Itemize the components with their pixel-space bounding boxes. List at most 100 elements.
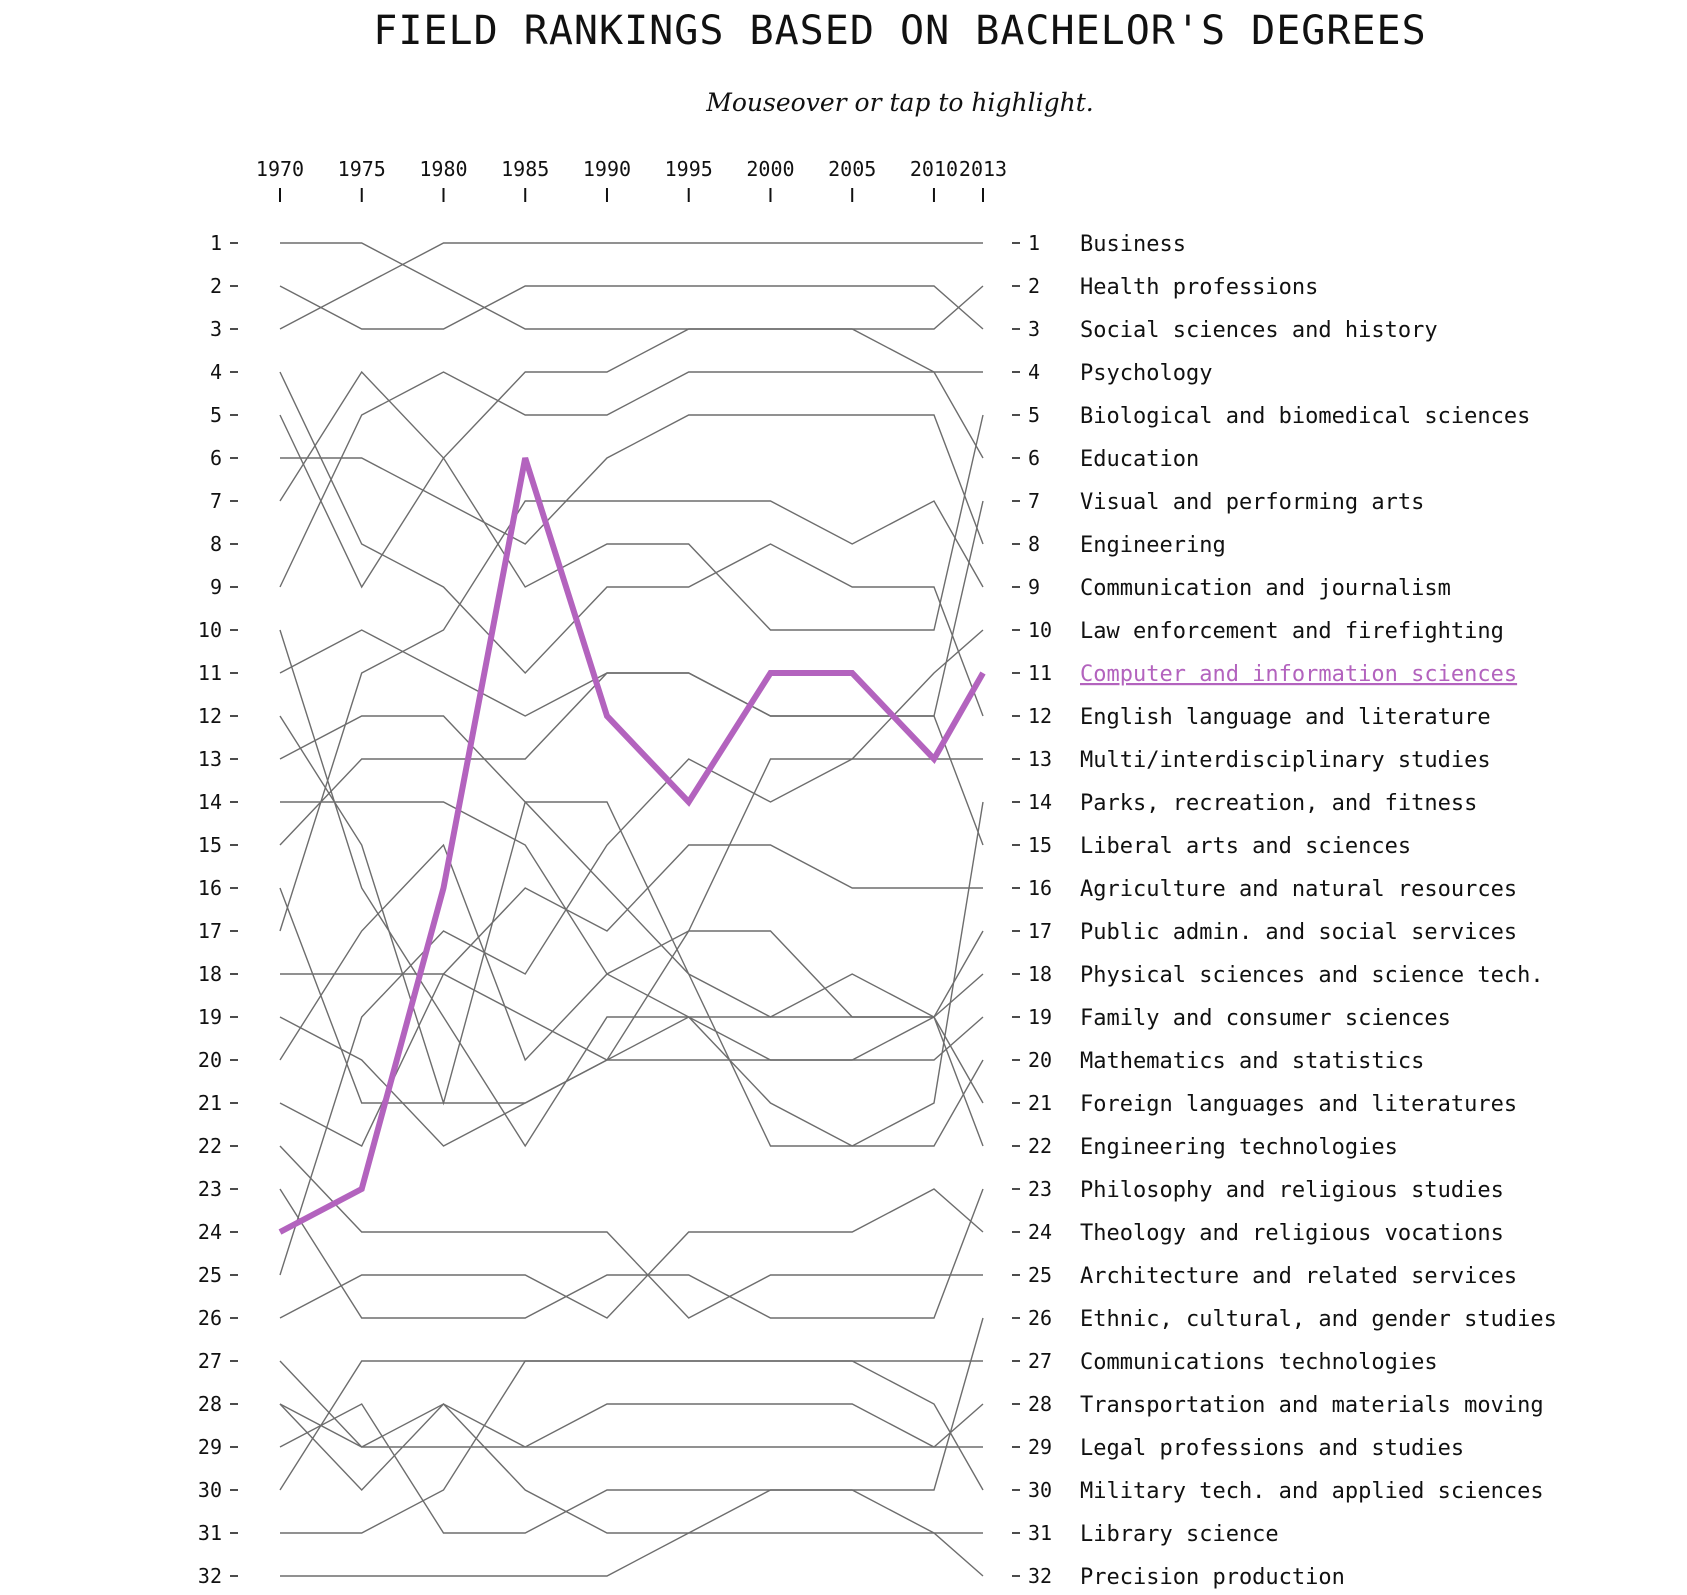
y-tick-label-right: 6 — [1028, 446, 1040, 470]
y-tick-label-right: 3 — [1028, 317, 1040, 341]
series-line[interactable] — [279, 1145, 983, 1319]
x-tick-label: 2005 — [828, 157, 876, 181]
series-line[interactable] — [280, 801, 984, 1018]
series-line[interactable] — [280, 414, 984, 545]
series-label[interactable]: Philosophy and religious studies — [1080, 1178, 1504, 1203]
x-tick-label: 1985 — [501, 157, 549, 181]
series-line[interactable] — [279, 1360, 983, 1448]
y-tick-label-left: 11 — [198, 661, 222, 685]
series-line[interactable] — [279, 370, 984, 631]
series-line[interactable] — [280, 1489, 984, 1577]
y-tick-label-left: 15 — [198, 833, 222, 857]
series-label[interactable]: Liberal arts and sciences — [1080, 834, 1411, 859]
series-labels: Business Health professions Social science… — [1080, 232, 1557, 1590]
y-tick-label-left: 17 — [198, 919, 222, 943]
series-line[interactable] — [280, 844, 983, 975]
series-label[interactable]: Education — [1080, 447, 1199, 472]
series-label[interactable]: Ethnic, cultural, and gender studies — [1080, 1307, 1557, 1332]
y-tick-label-left: 22 — [198, 1134, 222, 1158]
series-line[interactable] — [279, 973, 984, 1147]
series-label[interactable]: Biological and biomedical sciences — [1080, 404, 1530, 429]
series-label[interactable]: Architecture and related services — [1080, 1264, 1517, 1289]
y-tick-label-left: 12 — [198, 704, 222, 728]
x-tick-label: 1980 — [419, 157, 467, 181]
y-tick-label-left: 2 — [210, 274, 222, 298]
x-tick-label: 1975 — [338, 157, 386, 181]
series-label[interactable]: Agriculture and natural resources — [1080, 877, 1517, 902]
series-label[interactable]: Physical sciences and science tech. — [1080, 963, 1544, 988]
series-label[interactable]: Legal professions and studies — [1080, 1436, 1464, 1461]
series-label[interactable]: Visual and performing arts — [1080, 490, 1424, 515]
series-label[interactable]: Engineering technologies — [1080, 1135, 1398, 1160]
series-line[interactable] — [279, 715, 984, 1147]
series-label[interactable]: Engineering — [1080, 533, 1226, 558]
series-lines — [278, 242, 986, 1577]
series-line[interactable] — [279, 1188, 984, 1319]
y-tick-label-left: 6 — [210, 446, 222, 470]
series-label[interactable]: Parks, recreation, and fitness — [1080, 791, 1477, 816]
series-line[interactable] — [279, 629, 984, 1062]
y-tick-label-left: 31 — [198, 1521, 222, 1545]
y-tick-label-left: 4 — [210, 360, 222, 384]
series-label[interactable]: Transportation and materials moving — [1080, 1393, 1544, 1418]
y-tick-label-right: 7 — [1028, 489, 1040, 513]
y-tick-label-right: 20 — [1028, 1048, 1052, 1072]
y-tick-label-right: 10 — [1028, 618, 1052, 642]
series-line[interactable] — [280, 1360, 984, 1534]
series-label[interactable]: Mathematics and statistics — [1080, 1049, 1424, 1074]
y-tick-label-left: 24 — [198, 1220, 222, 1244]
y-tick-label-right: 31 — [1028, 1521, 1052, 1545]
x-tick-label: 2010 — [910, 157, 958, 181]
y-tick-label-left: 8 — [210, 532, 222, 556]
rank-axis-left: 1234567891011121314151617181920212223242… — [198, 231, 238, 1588]
series-line[interactable] — [279, 629, 984, 1148]
series-label[interactable]: Communication and journalism — [1080, 576, 1451, 601]
series-label[interactable]: Public admin. and social services — [1080, 920, 1517, 945]
y-tick-label-left: 23 — [198, 1177, 222, 1201]
series-label[interactable]: Business — [1080, 232, 1186, 257]
series-line[interactable] — [279, 930, 984, 1147]
series-label[interactable]: English language and literature — [1080, 705, 1491, 730]
series-line[interactable] — [278, 457, 986, 1235]
series-label[interactable]: Foreign languages and literatures — [1080, 1092, 1517, 1117]
series-line[interactable] — [279, 500, 984, 717]
series-label[interactable]: Theology and religious vocations — [1080, 1221, 1504, 1246]
series-label[interactable]: Military tech. and applied sciences — [1080, 1479, 1544, 1504]
series-line[interactable] — [279, 1188, 984, 1319]
series-line[interactable] — [279, 500, 984, 932]
chart-subtitle: Mouseover or tap to highlight. — [706, 88, 1094, 117]
y-tick-label-right: 16 — [1028, 876, 1052, 900]
series-line[interactable] — [279, 1402, 983, 1534]
y-tick-label-left: 14 — [198, 790, 222, 814]
series-label[interactable]: Family and consumer sciences — [1080, 1006, 1451, 1031]
y-tick-label-right: 18 — [1028, 962, 1052, 986]
y-tick-label-right: 2 — [1028, 274, 1040, 298]
y-tick-label-left: 1 — [210, 231, 222, 255]
series-label[interactable]: Social sciences and history — [1080, 318, 1438, 343]
y-tick-label-left: 9 — [210, 575, 222, 599]
series-line[interactable] — [279, 1317, 984, 1534]
series-line[interactable] — [279, 371, 983, 588]
series-line[interactable] — [279, 1360, 983, 1491]
series-label[interactable]: Health professions — [1080, 275, 1318, 300]
series-line[interactable] — [279, 715, 984, 1104]
series-label[interactable]: Multi/interdisciplinary studies — [1080, 748, 1491, 773]
series-label[interactable]: Psychology — [1080, 361, 1212, 386]
series-label[interactable]: Computer and information sciences — [1080, 662, 1517, 687]
series-line[interactable] — [279, 285, 984, 330]
series-line[interactable] — [279, 285, 984, 589]
series-line[interactable] — [279, 887, 984, 1147]
y-tick-label-right: 19 — [1028, 1005, 1052, 1029]
series-line[interactable] — [280, 242, 984, 459]
series-label[interactable]: Library science — [1080, 1522, 1279, 1547]
y-tick-label-right: 21 — [1028, 1091, 1052, 1115]
series-line[interactable] — [279, 371, 984, 717]
y-tick-label-left: 32 — [198, 1564, 222, 1588]
series-label[interactable]: Precision production — [1080, 1565, 1345, 1590]
series-label[interactable]: Law enforcement and firefighting — [1080, 619, 1504, 644]
y-tick-label-right: 32 — [1028, 1564, 1052, 1588]
y-tick-label-right: 30 — [1028, 1478, 1052, 1502]
series-label[interactable]: Communications technologies — [1080, 1350, 1438, 1375]
chart-title: FIELD RANKINGS BASED ON BACHELOR'S DEGRE… — [373, 8, 1427, 54]
y-tick-label-right: 14 — [1028, 790, 1052, 814]
